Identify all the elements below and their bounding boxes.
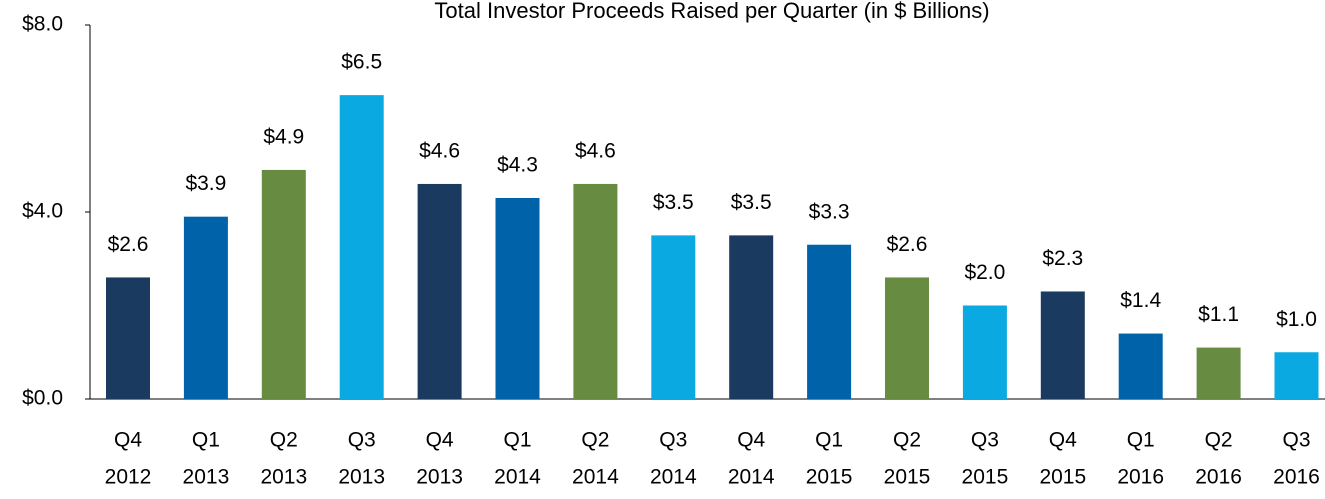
x-tick-label: 2013 (183, 466, 230, 489)
value-label: $1.4 (1120, 289, 1161, 312)
x-tick-label: Q4 (737, 429, 765, 452)
x-tick-label: 2015 (962, 466, 1009, 489)
bar (1274, 352, 1319, 399)
value-label: $2.3 (1042, 247, 1083, 270)
value-label: $3.5 (731, 191, 772, 214)
value-label: $4.6 (419, 139, 460, 162)
x-tick-label: 2016 (1117, 466, 1164, 489)
x-tick-label: Q2 (1205, 429, 1233, 452)
value-label: $3.3 (809, 200, 850, 223)
x-tick-label: 2015 (884, 466, 931, 489)
bar (1040, 291, 1085, 399)
x-tick-label: Q1 (192, 429, 220, 452)
bar (106, 277, 150, 399)
value-label: $2.6 (108, 233, 149, 256)
bar (807, 244, 852, 399)
x-tick-label: Q4 (1049, 429, 1077, 452)
x-tick-label: 2016 (1195, 466, 1242, 489)
value-label: $6.5 (341, 51, 382, 74)
bar (1118, 333, 1163, 399)
x-tick-label: Q3 (971, 429, 999, 452)
x-tick-label: Q3 (1282, 429, 1310, 452)
x-tick-label: Q2 (581, 429, 609, 452)
bar (339, 95, 384, 399)
bar (885, 277, 929, 399)
x-tick-label: Q3 (348, 429, 376, 452)
value-label: $4.6 (575, 139, 616, 162)
x-tick-label: Q1 (1127, 429, 1155, 452)
y-tick-label: $4.0 (22, 200, 63, 223)
x-tick-label: 2015 (806, 466, 853, 489)
x-tick-label: Q1 (815, 429, 843, 452)
x-tick-label: 2015 (1039, 466, 1086, 489)
value-label: $1.1 (1198, 303, 1239, 326)
x-tick-label: Q1 (503, 429, 531, 452)
x-tick-label: Q4 (426, 429, 454, 452)
y-tick-label: $0.0 (22, 387, 63, 410)
x-tick-label: 2012 (105, 466, 152, 489)
value-label: $4.3 (497, 154, 538, 177)
bar (962, 305, 1007, 399)
x-tick-label: 2014 (572, 466, 619, 489)
x-tick-label: 2014 (728, 466, 775, 489)
x-tick-label: 2014 (494, 466, 541, 489)
x-tick-label: Q2 (893, 429, 921, 452)
x-tick-label: 2016 (1273, 466, 1320, 489)
bar (651, 235, 696, 399)
x-tick-label: 2013 (416, 466, 463, 489)
y-tick-label: $8.0 (22, 13, 63, 36)
bar (417, 183, 462, 399)
x-tick-label: Q4 (114, 429, 142, 452)
bar (1196, 347, 1241, 399)
bar (495, 197, 540, 399)
x-tick-label: 2014 (650, 466, 697, 489)
x-tick-label: Q2 (270, 429, 298, 452)
bar (183, 216, 228, 399)
value-label: $4.9 (263, 125, 304, 148)
chart-title: Total Investor Proceeds Raised per Quart… (434, 0, 989, 23)
x-tick-label: 2013 (338, 466, 385, 489)
value-label: $3.5 (653, 191, 694, 214)
x-tick-label: 2013 (260, 466, 307, 489)
bar (261, 169, 306, 399)
x-tick-label: Q3 (659, 429, 687, 452)
bar (729, 235, 774, 399)
bar (573, 183, 618, 399)
value-label: $2.0 (964, 261, 1005, 284)
value-label: $2.6 (887, 233, 928, 256)
value-label: $3.9 (185, 172, 226, 195)
value-label: $1.0 (1276, 308, 1317, 331)
